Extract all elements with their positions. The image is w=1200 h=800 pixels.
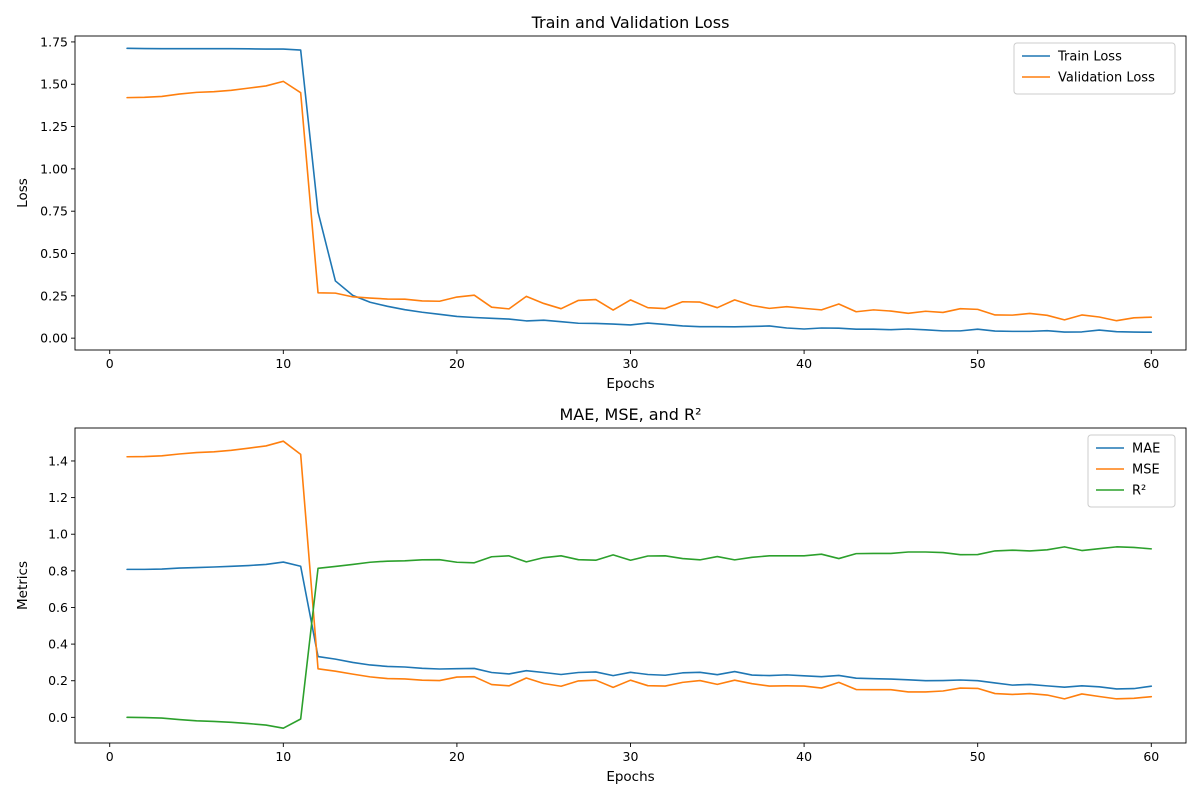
x-tick-label: 50: [970, 356, 986, 371]
x-tick-label: 30: [623, 749, 639, 764]
y-tick-label: 1.4: [48, 453, 68, 468]
chart-panel-1: MAE, MSE, and R² 0 10 20 30 40 50 60 0.0 0.2 0.4 0.…: [15, 405, 1187, 785]
y-tick-label: 0.0: [48, 710, 68, 725]
y-tick-label: 0.8: [48, 563, 68, 578]
x-axis-label: Epochs: [606, 769, 654, 785]
x-tick-label: 10: [275, 749, 291, 764]
y-axis-label: Loss: [15, 178, 31, 208]
series-line-0: [126, 47, 1153, 334]
x-tick-label: 30: [623, 356, 639, 371]
x-tick-label: 60: [1143, 749, 1159, 764]
y-tick-label: 0.50: [40, 246, 68, 261]
y-tick-label: 0.75: [40, 204, 68, 219]
legend-label-1: Validation Loss: [1058, 71, 1155, 86]
y-tick-label: 0.2: [48, 673, 68, 688]
x-tick-label: 20: [449, 749, 465, 764]
legend-label-1: MSE: [1132, 463, 1160, 478]
legend-label-0: Train Loss: [1057, 50, 1122, 65]
legend-box: [1087, 434, 1176, 508]
y-tick-label: 1.2: [48, 490, 68, 505]
x-tick-label: 20: [449, 356, 465, 371]
legend-label-2: R²: [1132, 484, 1146, 499]
series-line-2: [126, 546, 1153, 729]
x-tick-label: 0: [106, 356, 114, 371]
x-tick-label: 60: [1143, 356, 1159, 371]
chart-title: Train and Validation Loss: [531, 13, 730, 32]
y-tick-label: 1.00: [40, 161, 68, 176]
y-tick-label: 0.00: [40, 331, 68, 346]
y-tick-label: 1.25: [40, 119, 68, 134]
chart-title: MAE, MSE, and R²: [560, 405, 702, 424]
y-tick-label: 0.6: [48, 600, 68, 615]
y-tick-label: 1.75: [40, 34, 68, 49]
x-tick-label: 40: [796, 356, 812, 371]
x-tick-label: 50: [970, 749, 986, 764]
axes-frame: [74, 427, 1187, 744]
y-tick-label: 1.0: [48, 527, 68, 542]
x-tick-label: 10: [275, 356, 291, 371]
series-line-0: [126, 561, 1153, 690]
series-line-1: [126, 440, 1153, 700]
legend: Train Loss Validation Loss: [1013, 42, 1176, 95]
chart-panel-0: Train and Validation Loss 0 10 20 30 40 50 60 0.…: [15, 13, 1187, 392]
y-tick-label: 0.4: [48, 637, 68, 652]
x-axis-label: Epochs: [606, 376, 654, 392]
y-axis-label: Metrics: [15, 561, 31, 610]
x-tick-label: 40: [796, 749, 812, 764]
x-tick-label: 0: [106, 749, 114, 764]
legend-box: [1013, 42, 1176, 95]
legend-label-0: MAE: [1132, 442, 1160, 457]
series-line-1: [126, 80, 1153, 322]
legend: MAE MSE R²: [1087, 434, 1176, 508]
y-tick-label: 0.25: [40, 288, 68, 303]
y-tick-label: 1.50: [40, 77, 68, 92]
